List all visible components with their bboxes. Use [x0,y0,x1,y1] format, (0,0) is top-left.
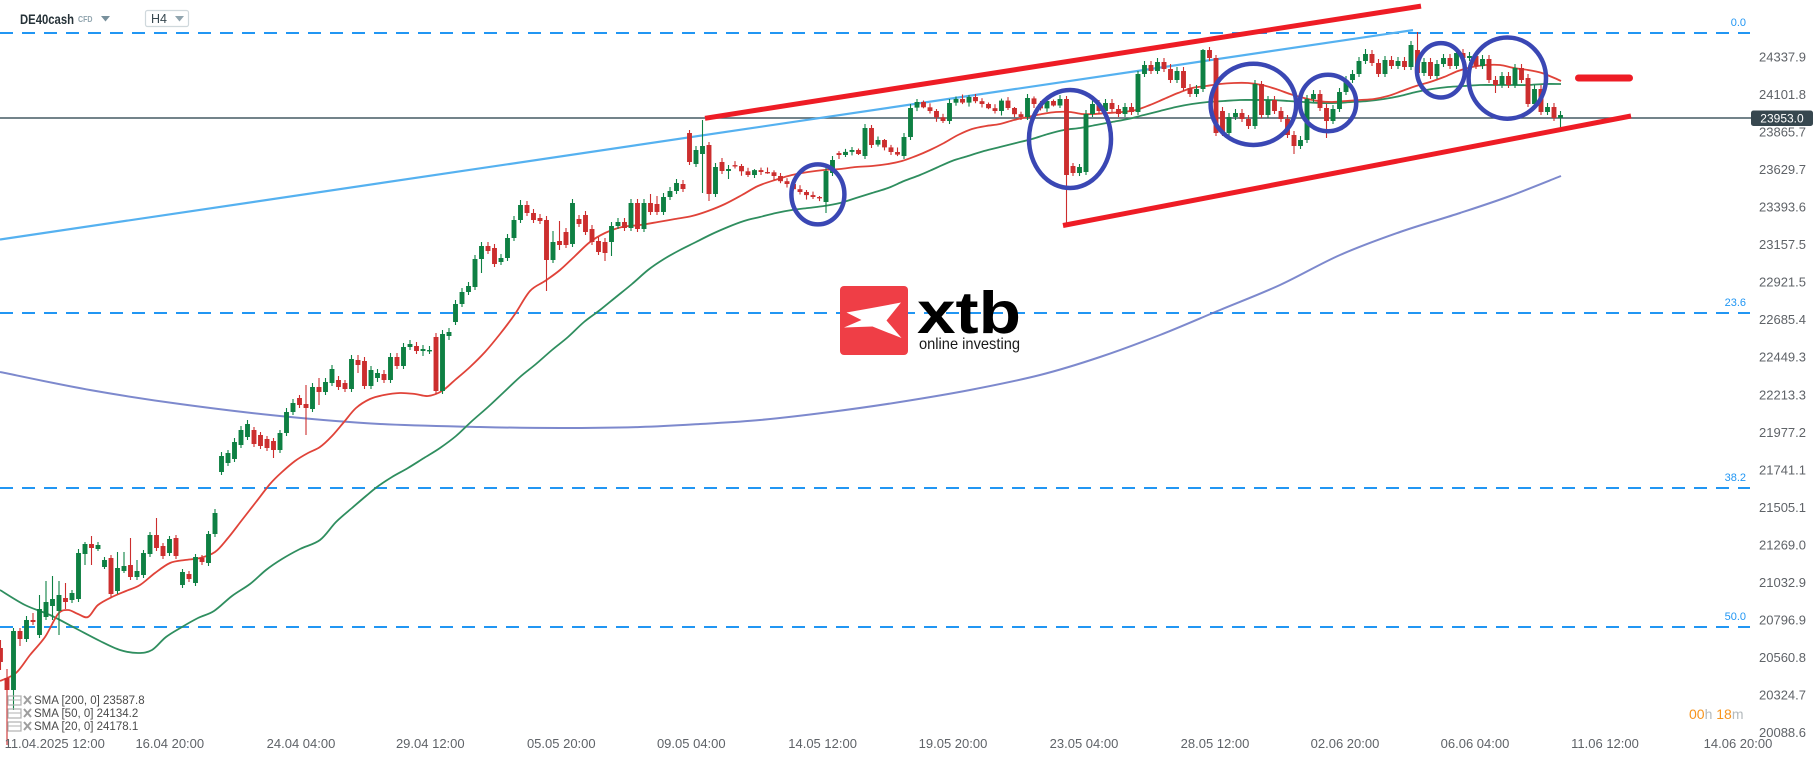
svg-text:22213.3: 22213.3 [1759,387,1806,402]
svg-text:xtb: xtb [917,280,1021,346]
svg-text:SMA [200, 0] 23587.8: SMA [200, 0] 23587.8 [34,695,145,707]
svg-text:28.05 12:00: 28.05 12:00 [1181,736,1250,751]
svg-text:24101.8: 24101.8 [1759,87,1806,102]
svg-text:20324.7: 20324.7 [1759,688,1806,703]
svg-text:22449.3: 22449.3 [1759,350,1806,365]
svg-text:23.05 04:00: 23.05 04:00 [1050,736,1119,751]
svg-text:23393.6: 23393.6 [1759,200,1806,215]
svg-text:online investing: online investing [919,336,1020,353]
svg-text:23629.7: 23629.7 [1759,162,1806,177]
svg-text:20560.8: 20560.8 [1759,650,1806,665]
svg-text:21977.2: 21977.2 [1759,425,1806,440]
svg-text:21505.1: 21505.1 [1759,500,1806,515]
svg-text:50.0: 50.0 [1725,611,1746,623]
svg-text:SMA [20, 0] 24178.1: SMA [20, 0] 24178.1 [34,721,138,733]
svg-text:23865.7: 23865.7 [1759,125,1806,140]
svg-text:23157.5: 23157.5 [1759,237,1806,252]
svg-text:14.05 12:00: 14.05 12:00 [788,736,857,751]
svg-text:22921.5: 22921.5 [1759,275,1806,290]
svg-text:05.05 20:00: 05.05 20:00 [527,736,596,751]
svg-text:11.04.2025 12:00: 11.04.2025 12:00 [5,736,105,751]
svg-text:20796.9: 20796.9 [1759,613,1806,628]
svg-text:22685.4: 22685.4 [1759,312,1806,327]
svg-text:21032.9: 21032.9 [1759,575,1806,590]
svg-text:20088.6: 20088.6 [1759,725,1806,740]
svg-text:SMA [50, 0] 24134.2: SMA [50, 0] 24134.2 [34,708,138,720]
svg-text:21741.1: 21741.1 [1759,462,1806,477]
svg-text:21269.0: 21269.0 [1759,537,1806,552]
svg-text:0.0: 0.0 [1731,17,1746,29]
svg-text:00h 18m: 00h 18m [1689,706,1744,722]
svg-text:16.04 20:00: 16.04 20:00 [135,736,204,751]
svg-text:H4: H4 [151,12,167,26]
svg-text:09.05 04:00: 09.05 04:00 [657,736,726,751]
svg-text:23953.0: 23953.0 [1760,112,1804,126]
svg-text:06.06 04:00: 06.06 04:00 [1441,736,1510,751]
svg-text:23.6: 23.6 [1725,297,1746,309]
svg-text:CFD: CFD [78,14,93,24]
svg-text:24.04 04:00: 24.04 04:00 [267,736,336,751]
svg-text:02.06 20:00: 02.06 20:00 [1311,736,1380,751]
svg-text:19.05 20:00: 19.05 20:00 [919,736,988,751]
svg-text:38.2: 38.2 [1725,472,1746,484]
svg-text:14.06 20:00: 14.06 20:00 [1704,736,1773,751]
svg-text:29.04 12:00: 29.04 12:00 [396,736,465,751]
svg-text:11.06 12:00: 11.06 12:00 [1571,736,1639,751]
svg-text:24337.9: 24337.9 [1759,50,1806,65]
svg-text:DE40cash: DE40cash [20,11,74,27]
